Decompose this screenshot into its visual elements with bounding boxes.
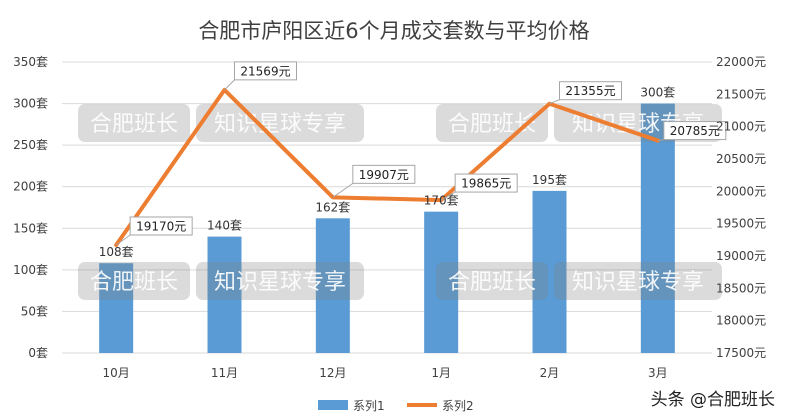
- line-callout-box: [454, 173, 518, 193]
- legend-label: 系列2: [442, 399, 474, 413]
- callout-leader: [115, 234, 131, 246]
- x-tick-label: 1月: [431, 366, 451, 380]
- y-right-tick-label: 19500元: [716, 217, 766, 231]
- watermark-text: 合肥班长: [90, 270, 178, 295]
- y-right-tick-label: 21000元: [716, 120, 766, 134]
- y-right-tick-label: 17500元: [716, 346, 766, 360]
- y-left-tick-label: 250套: [13, 138, 48, 152]
- x-tick-label: 2月: [540, 366, 560, 380]
- y-right-tick-label: 20000元: [716, 184, 766, 198]
- y-right-tick-label: 19000元: [716, 249, 766, 263]
- line-callout-box: [559, 81, 622, 101]
- footer-credit: 头条 @合肥班长: [651, 390, 775, 410]
- bar-data-label: 140套: [207, 219, 242, 233]
- y-left-tick-label: 0套: [28, 346, 48, 360]
- bar-data-label: 195套: [532, 173, 567, 187]
- x-tick-label: 12月: [319, 366, 346, 380]
- watermark-box: [196, 104, 364, 142]
- callout-leader: [332, 182, 354, 198]
- y-right-tick-label: 21500元: [716, 87, 766, 101]
- line-data-label: 19907元: [359, 168, 409, 182]
- y-left-tick-label: 200套: [13, 180, 48, 194]
- chart-title: 合肥市庐阳区近6个月成交套数与平均价格: [198, 19, 589, 43]
- y-left-tick-label: 350套: [13, 55, 48, 69]
- callout-leader: [549, 99, 560, 105]
- watermark-box: [436, 262, 548, 300]
- watermark-text: 合肥班长: [448, 270, 536, 295]
- watermark-box: [554, 262, 722, 300]
- line-callout-box: [234, 61, 297, 81]
- y-right-tick-label: 20500元: [716, 152, 766, 166]
- watermark-text: 知识星球专享: [214, 270, 346, 295]
- x-tick-label: 10月: [103, 366, 130, 380]
- bar-data-label: 162套: [315, 200, 350, 214]
- bar: [99, 263, 134, 353]
- bar: [640, 103, 675, 353]
- bar-data-label: 170套: [424, 194, 459, 208]
- legend-label: 系列1: [353, 399, 385, 413]
- bar: [532, 190, 567, 353]
- callout-leader: [657, 139, 664, 142]
- y-right-tick-label: 18500元: [716, 281, 766, 295]
- watermark-box: [78, 262, 190, 300]
- y-right-tick-label: 18000元: [716, 314, 766, 328]
- x-tick-label: 3月: [648, 366, 668, 380]
- y-left-tick-label: 150套: [13, 221, 48, 235]
- bar-data-label: 108套: [99, 245, 134, 259]
- watermark-text: 合肥班长: [448, 112, 536, 137]
- line-data-label: 19170元: [136, 220, 186, 234]
- line-data-label: 21569元: [240, 64, 290, 78]
- callout-leader: [440, 191, 456, 201]
- y-left-tick-label: 50套: [21, 304, 48, 318]
- line-callout-box: [663, 121, 727, 141]
- y-right-tick-label: 22000元: [716, 55, 766, 69]
- line-data-label: 20785元: [670, 124, 720, 138]
- bar-series: [99, 103, 675, 353]
- x-tick-label: 11月: [211, 366, 238, 380]
- bar: [424, 211, 459, 353]
- y-left-tick-label: 300套: [13, 97, 48, 111]
- watermark-text: 知识星球专享: [214, 112, 346, 137]
- legend-swatch-bar: [318, 400, 348, 410]
- line-callout-box: [129, 216, 193, 236]
- data-labels: 108套 140套 162套 170套 195套 300套 19170元 21569元 1990…: [99, 61, 727, 259]
- callout-leader: [224, 79, 235, 91]
- line-data-label: 21355元: [565, 84, 615, 98]
- line-series-path: [114, 87, 660, 248]
- bar: [315, 218, 350, 353]
- legend: 系列1 系列2: [318, 399, 474, 413]
- watermark-text: 合肥班长: [90, 112, 178, 137]
- line-callout-box: [352, 164, 416, 184]
- axes: 0套 50套 100套 150套 200套 250套 300套 350套 17500元 18000…: [13, 55, 766, 380]
- watermark-box: [196, 262, 364, 300]
- watermark-box: [78, 104, 190, 142]
- y-left-tick-label: 100套: [13, 263, 48, 277]
- bar: [207, 236, 242, 353]
- line-data-label: 19865元: [461, 177, 511, 191]
- watermark-text: 知识星球专享: [572, 270, 704, 295]
- bar-data-label: 300套: [640, 86, 675, 100]
- line-series: [114, 87, 660, 248]
